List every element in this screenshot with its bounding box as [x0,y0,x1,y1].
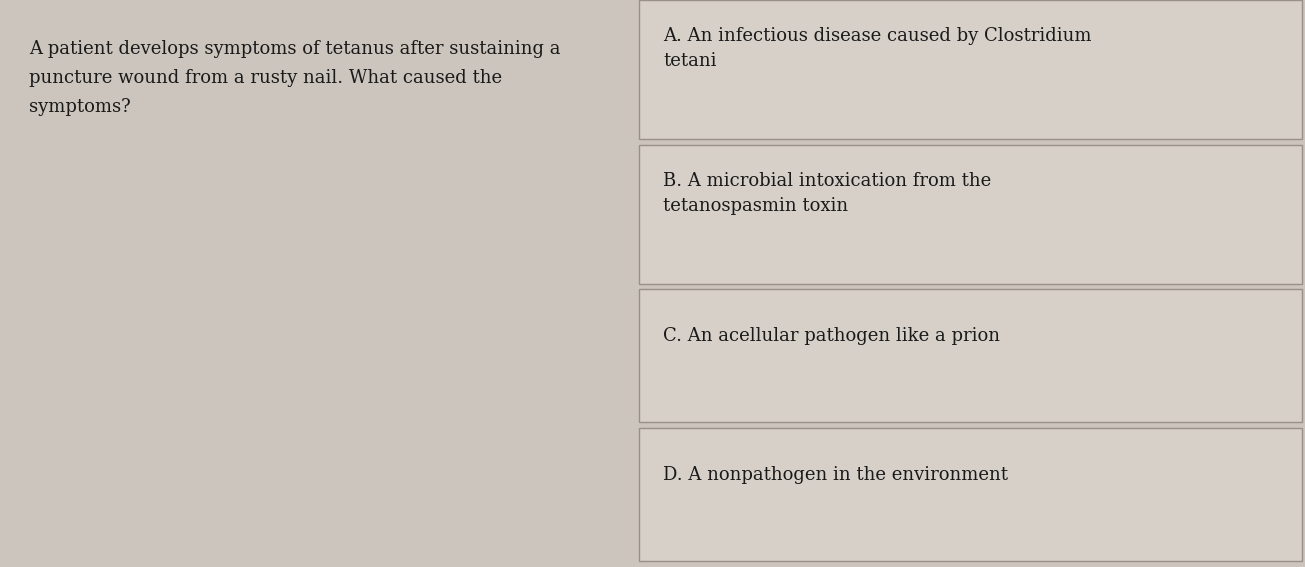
Text: D. A nonpathogen in the environment: D. A nonpathogen in the environment [663,466,1007,484]
FancyBboxPatch shape [639,0,1302,139]
Text: C. An acellular pathogen like a prion: C. An acellular pathogen like a prion [663,327,1000,345]
FancyBboxPatch shape [639,428,1302,561]
FancyBboxPatch shape [639,145,1302,284]
Text: A patient develops symptoms of tetanus after sustaining a
puncture wound from a : A patient develops symptoms of tetanus a… [29,40,560,116]
Text: B. A microbial intoxication from the
tetanospasmin toxin: B. A microbial intoxication from the tet… [663,172,992,215]
FancyBboxPatch shape [639,289,1302,422]
Text: A. An infectious disease caused by Clostridium
tetani: A. An infectious disease caused by Clost… [663,27,1091,70]
